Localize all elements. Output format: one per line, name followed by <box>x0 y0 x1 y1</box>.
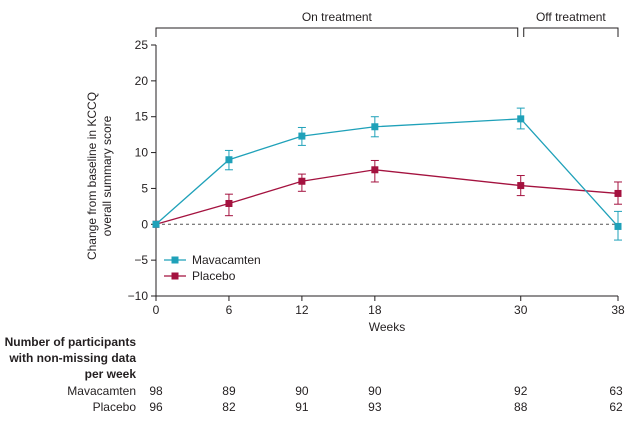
table-header-line-2: per week <box>85 367 137 381</box>
table-cell-0-2: 90 <box>295 384 309 398</box>
x-tick-label-4: 30 <box>514 303 528 317</box>
x-tick-label-5: 38 <box>611 303 625 317</box>
period-bracket-1 <box>523 27 619 37</box>
legend-marker-0 <box>171 256 179 264</box>
period-label-1: Off treatment <box>536 10 606 24</box>
period-label-0: On treatment <box>302 10 373 24</box>
x-tick-label-0: 0 <box>153 303 160 317</box>
series-line-0 <box>155 118 619 227</box>
point-1-5 <box>614 189 622 197</box>
y-tick-label-7: −10 <box>128 289 149 303</box>
y-tick-label-6: −5 <box>134 253 148 267</box>
y-axis-title-line-1: Change from baseline in KCCQ <box>85 92 99 260</box>
point-1-4 <box>517 182 525 190</box>
table-cell-1-4: 88 <box>514 400 528 414</box>
table-cell-0-3: 90 <box>368 384 382 398</box>
series-0 <box>152 107 622 241</box>
series-group <box>152 107 622 241</box>
x-axis: 0 6 12 18 30 38 <box>153 295 625 317</box>
y-tick-label-4: 5 <box>141 181 148 195</box>
table-row-label-0: Mavacamten <box>67 384 136 398</box>
x-tick-label-1: 6 <box>226 303 233 317</box>
y-tick-label-0: 25 <box>135 38 149 52</box>
treatment-periods: On treatment Off treatment <box>155 10 619 37</box>
table-cell-0-1: 89 <box>222 384 236 398</box>
point-1-1 <box>225 199 233 207</box>
y-axis-title-line-2: overall summary score <box>100 115 114 236</box>
legend-marker-1 <box>171 272 179 280</box>
point-1-3 <box>371 166 379 174</box>
table-row-label-1: Placebo <box>93 400 137 414</box>
legend: Mavacamten Placebo <box>164 253 261 283</box>
y-tick-label-1: 20 <box>135 74 149 88</box>
point-0-3 <box>371 123 379 131</box>
table-cell-1-0: 96 <box>149 400 163 414</box>
y-tick-label-5: 0 <box>141 217 148 231</box>
x-tick-label-3: 18 <box>368 303 382 317</box>
point-0-1 <box>225 156 233 164</box>
point-0-2 <box>298 132 306 140</box>
table-cell-0-4: 92 <box>514 384 528 398</box>
participants-table: Number of participants with non-missing d… <box>5 335 623 414</box>
table-cell-1-3: 93 <box>368 400 382 414</box>
y-tick-label-2: 15 <box>135 110 149 124</box>
series-1 <box>152 159 622 228</box>
legend-label-1: Placebo <box>192 269 236 283</box>
period-bracket-0 <box>155 27 519 37</box>
x-axis-title: Weeks <box>369 320 405 334</box>
y-axis: 25 20 15 10 5 0 −5 −10 <box>128 38 157 303</box>
point-0-4 <box>517 115 525 123</box>
table-cell-1-1: 82 <box>222 400 236 414</box>
y-tick-label-3: 10 <box>135 146 149 160</box>
point-0-0 <box>152 220 160 228</box>
legend-label-0: Mavacamten <box>192 253 261 267</box>
table-header-line-1: with non-missing data <box>8 351 136 365</box>
series-line-1 <box>155 169 619 225</box>
table-cell-0-5: 63 <box>609 384 623 398</box>
table-header-line-0: Number of participants <box>5 335 137 349</box>
x-tick-label-2: 12 <box>295 303 309 317</box>
table-cell-1-2: 91 <box>295 400 309 414</box>
point-1-2 <box>298 177 306 185</box>
point-0-5 <box>614 222 622 230</box>
table-cell-1-5: 62 <box>609 400 623 414</box>
table-cell-0-0: 98 <box>149 384 163 398</box>
